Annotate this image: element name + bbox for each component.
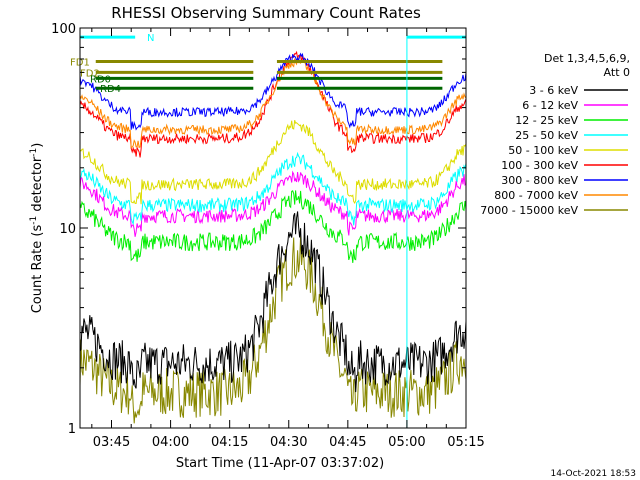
x-axis-label: Start Time (11-Apr-07 03:37:02) — [176, 456, 384, 471]
legend-header-2: Att 0 — [604, 66, 630, 79]
legend-label: 50 - 100 keV — [508, 144, 578, 157]
x-tick-label: 04:00 — [152, 435, 189, 450]
series-layer — [79, 50, 467, 424]
flag-label: RD4 — [100, 84, 121, 95]
chart-title: RHESSI Observing Summary Count Rates — [111, 4, 421, 22]
x-axis: 03:45 04:00 04:15 04:30 04:45 05:00 05:15 — [91, 28, 485, 450]
y-axis-label: Count Rate (s-1 detector-1) — [29, 143, 45, 314]
y-tick-label: 10 — [59, 222, 76, 237]
x-tick-label: 04:45 — [329, 435, 366, 450]
series-line — [79, 211, 467, 393]
legend-label: 25 - 50 keV — [515, 129, 578, 142]
legend-label: 3 - 6 keV — [529, 84, 578, 97]
flag-label: RD0 — [90, 74, 111, 85]
y-label-sup: -1 — [29, 216, 39, 225]
x-tick-label: 05:15 — [447, 435, 484, 450]
series-line — [79, 170, 467, 237]
y-tick-label: 1 — [68, 422, 76, 437]
y-label-tail: detector — [30, 156, 45, 216]
legend-header-1: Det 1,3,4,5,6,9, — [544, 52, 630, 65]
series-line — [79, 151, 467, 226]
flag-label: N — [147, 33, 154, 44]
legend-label: 300 - 800 keV — [501, 174, 578, 187]
footer-date: 14-Oct-2021 18:53 — [551, 469, 636, 479]
series-line — [79, 52, 467, 131]
legend-label: 100 - 300 keV — [501, 159, 578, 172]
x-tick-label: 03:45 — [93, 435, 130, 450]
series-line — [79, 190, 467, 263]
series-line — [79, 120, 467, 205]
x-tick-label: 05:00 — [388, 435, 425, 450]
flag-label: FD2 — [80, 68, 100, 79]
legend: 3 - 6 keV 6 - 12 keV 12 - 25 keV 25 - 50 ke… — [480, 84, 628, 217]
y-label-end: ) — [30, 143, 45, 148]
legend-label: 12 - 25 keV — [515, 114, 578, 127]
y-axis: 1 10 100 — [51, 22, 466, 437]
x-tick-label: 04:30 — [270, 435, 307, 450]
series-line — [79, 57, 467, 149]
legend-label: 6 - 12 keV — [522, 99, 578, 112]
x-tick-label: 04:15 — [211, 435, 248, 450]
y-tick-label: 100 — [51, 22, 76, 37]
legend-label: 7000 - 15000 keV — [480, 204, 578, 217]
series-line — [79, 235, 467, 424]
series-line — [79, 50, 467, 158]
y-label-sup2: -1 — [29, 148, 39, 157]
legend-label: 800 - 7000 keV — [494, 189, 578, 202]
y-label-main: Count Rate (s — [30, 225, 45, 314]
